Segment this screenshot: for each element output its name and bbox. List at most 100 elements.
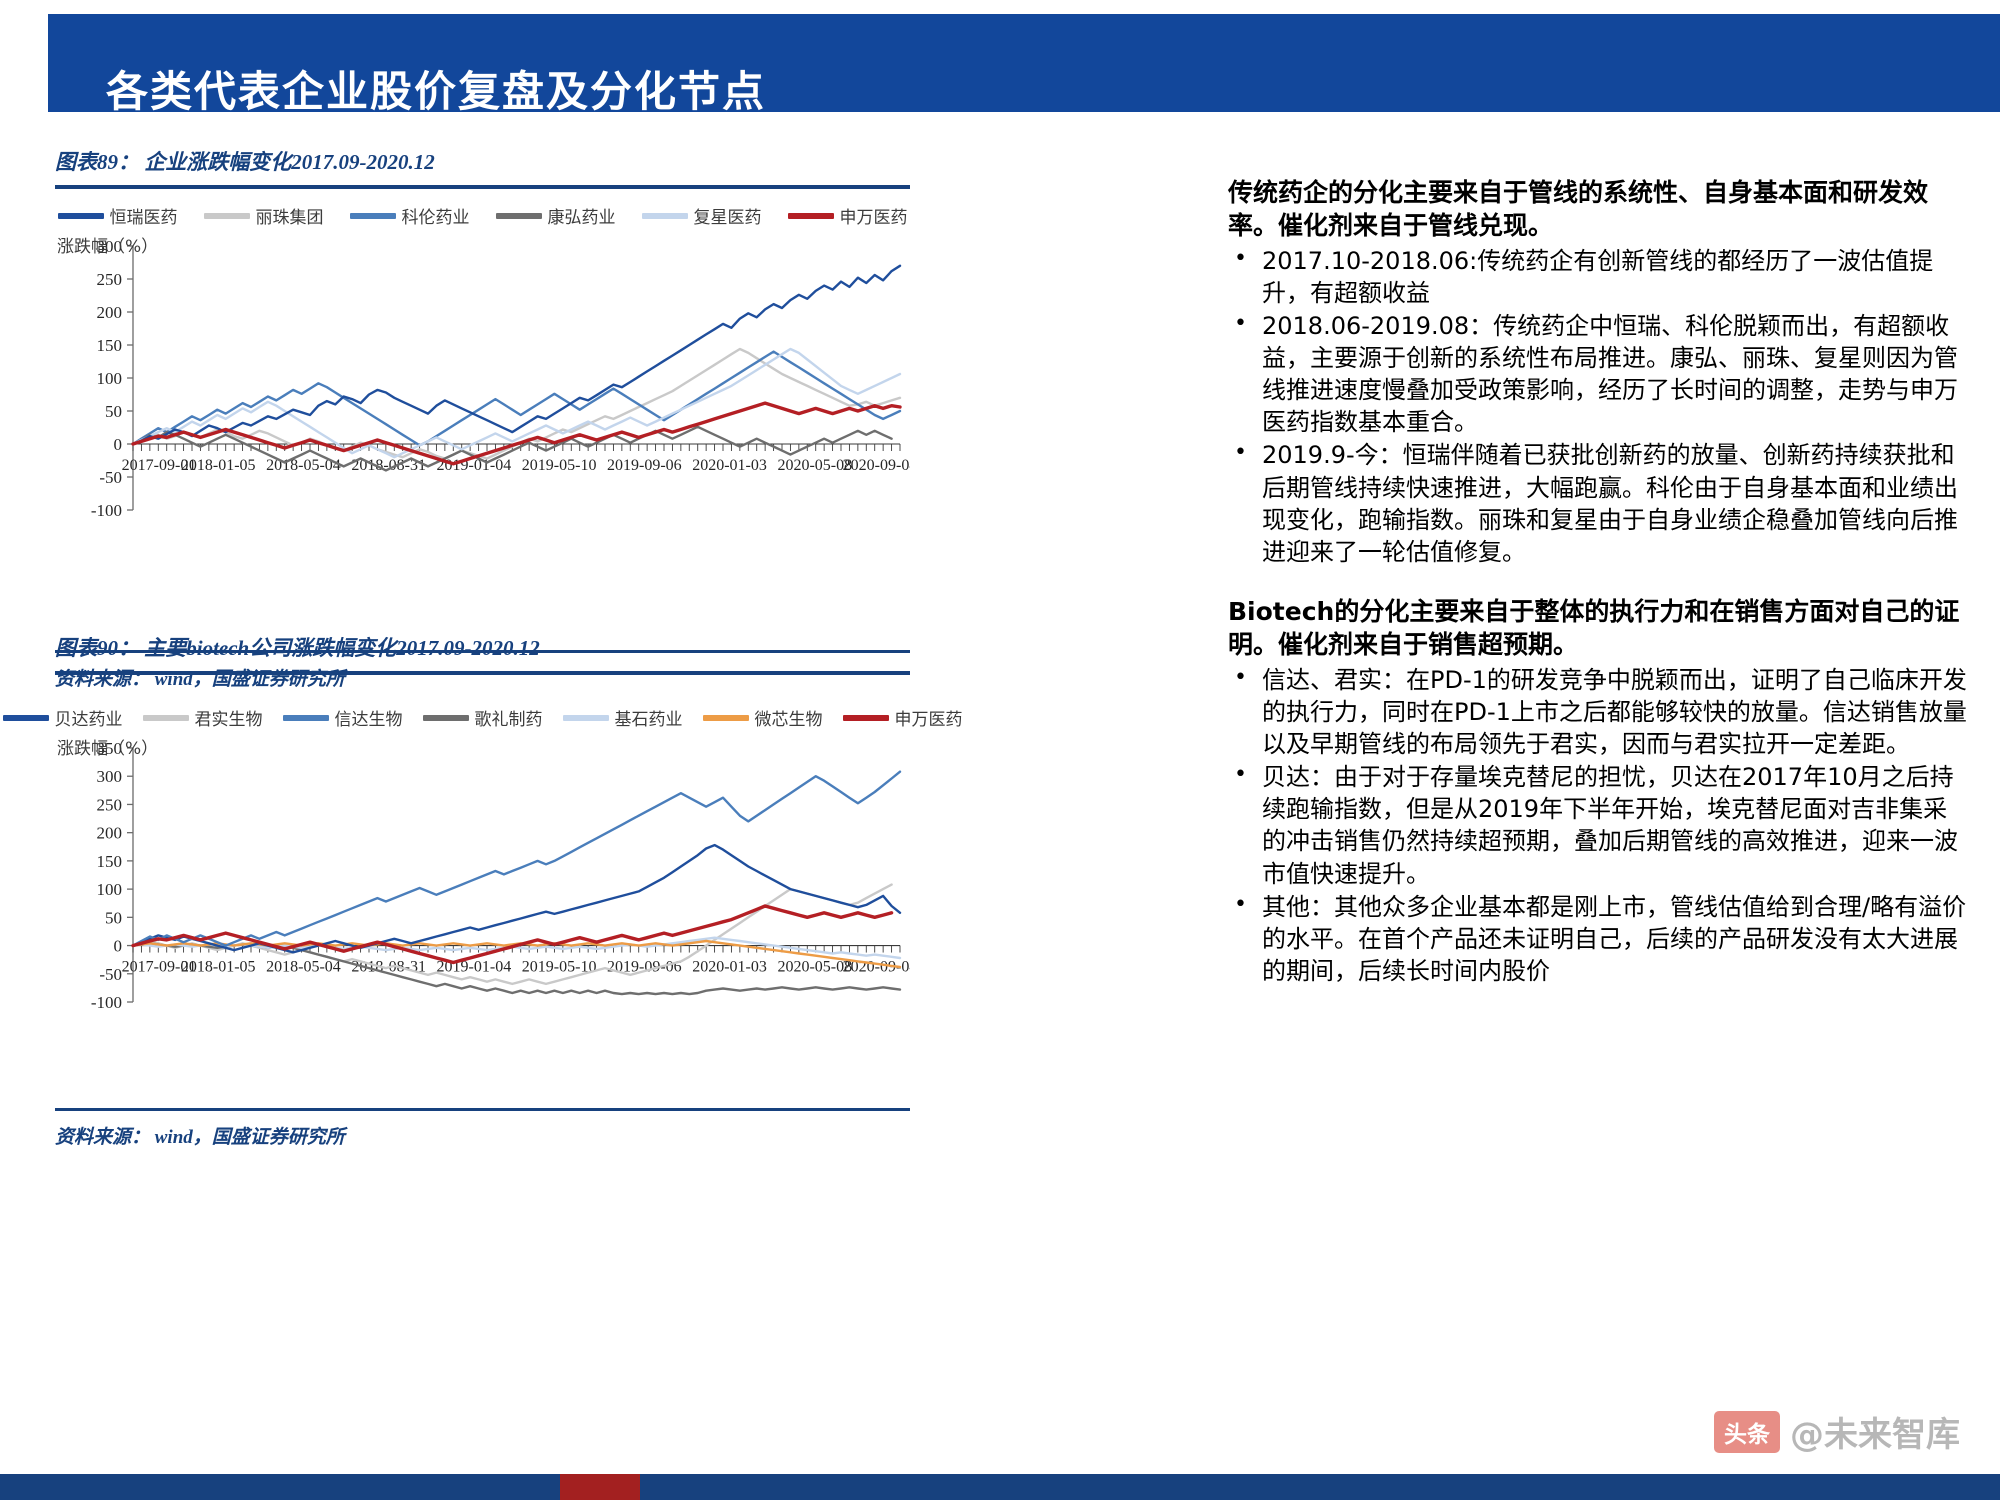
svg-text:2019-09-06: 2019-09-06: [607, 457, 682, 474]
legend-item[interactable]: 微芯生物: [702, 705, 823, 730]
legend-item[interactable]: 康弘药业: [495, 203, 616, 228]
legend-item[interactable]: 申万医药: [787, 203, 908, 228]
figure-89-bottom-rule: [55, 650, 910, 653]
list-item: • 贝达：由于对于存量埃克替尼的担忧，贝达在2017年10月之后持续跑输指数，但…: [1228, 761, 1968, 890]
figure-89-chart: 涨跌幅（%） -100 -50 0 50 100 150 200 250 300 2017-09-…: [55, 232, 910, 632]
legend-item[interactable]: 恒瑞医药: [57, 203, 178, 228]
commentary-section1-list: • 2017.10-2018.06:传统药企有创新管线的都经历了一波估值提升，有…: [1228, 245, 1968, 569]
svg-text:2019-09-06: 2019-09-06: [607, 959, 682, 976]
legend-label: 基石药业: [614, 710, 683, 730]
legend-item[interactable]: 基石药业: [562, 705, 683, 730]
legend-swatch-icon: [203, 212, 250, 219]
figure-90-source: 资料来源： wind，国盛证券研究所: [55, 1127, 345, 1148]
svg-text:-100: -100: [91, 501, 122, 520]
svg-text:2017-09-01: 2017-09-01: [122, 959, 197, 976]
legend-item[interactable]: 复星医药: [641, 203, 762, 228]
list-item: • 2019.9-今：恒瑞伴随着已获批创新药的放量、创新药持续获批和后期管线持续…: [1228, 439, 1968, 568]
legend-label: 恒瑞医药: [109, 208, 178, 228]
svg-text:2020-01-03: 2020-01-03: [692, 959, 767, 976]
legend-swatch-icon: [2, 714, 49, 721]
legend-label: 贝达药业: [54, 710, 123, 730]
legend-item[interactable]: 科伦药业: [349, 203, 470, 228]
legend-swatch-icon: [495, 212, 542, 219]
figure-89-caption: 图表89： 企业涨跌幅变化2017.09-2020.12: [55, 150, 435, 174]
legend-label: 丽珠集团: [255, 208, 324, 228]
commentary-section2-list: • 信达、君实：在PD-1的研发竞争中脱颖而出，证明了自己临床开发的执行力，同时…: [1228, 664, 1968, 988]
legend-item[interactable]: 君实生物: [142, 705, 263, 730]
legend-swatch-icon: [142, 714, 189, 721]
footer-bar-left: [0, 1474, 560, 1500]
legend-swatch-icon: [349, 212, 396, 219]
page-title: 各类代表企业股价复盘及分化节点: [106, 67, 767, 116]
figure-90-caption: 图表90： 主要biotech公司涨跌幅变化2017.09-2020.12: [55, 636, 540, 660]
list-item-text: 其他：其他众多企业基本都是刚上市，管线估值给到合理/略有溢价的水平。在首个产品还…: [1262, 892, 1967, 985]
svg-text:100: 100: [97, 369, 123, 388]
bullet-icon: •: [1234, 891, 1247, 917]
watermark: 头条 @未来智库: [1714, 1407, 1960, 1456]
bullet-icon: •: [1234, 664, 1247, 690]
svg-text:2020-05-08: 2020-05-08: [777, 959, 852, 976]
legend-swatch-icon: [787, 212, 834, 219]
svg-text:150: 150: [97, 336, 123, 355]
svg-text:100: 100: [97, 880, 123, 899]
svg-text:350: 350: [97, 739, 123, 758]
list-item: • 2018.06-2019.08：传统药企中恒瑞、科伦脱颖而出，有超额收益，主…: [1228, 310, 1968, 439]
commentary-section2-heading: Biotech的分化主要来自于整体的执行力和在销售方面对自己的证明。催化剂来自于…: [1228, 597, 1960, 660]
figure-90-plot: -100-500501001502002503003502017-09-0120…: [91, 739, 910, 1012]
figure-90-block: 图表90： 主要biotech公司涨跌幅变化2017.09-2020.12 贝达…: [2, 632, 963, 1149]
legend-label: 复星医药: [693, 208, 762, 228]
svg-text:2020-05-08: 2020-05-08: [777, 457, 852, 474]
svg-text:-50: -50: [99, 965, 122, 984]
legend-swatch-icon: [842, 714, 889, 721]
svg-text:200: 200: [97, 824, 123, 843]
svg-text:2019-05-10: 2019-05-10: [522, 959, 597, 976]
legend-swatch-icon: [562, 714, 609, 721]
legend-label: 康弘药业: [547, 208, 616, 228]
list-item-text: 2019.9-今：恒瑞伴随着已获批创新药的放量、创新药持续获批和后期管线持续快速…: [1262, 441, 1958, 566]
legend-item[interactable]: 歌礼制药: [422, 705, 543, 730]
legend-label: 君实生物: [194, 710, 263, 730]
svg-text:2019-01-04: 2019-01-04: [437, 457, 512, 474]
commentary-panel: 传统药企的分化主要来自于管线的系统性、自身基本面和研发效率。催化剂来自于管线兑现…: [1228, 176, 1968, 988]
footer-bar-accent: [560, 1474, 640, 1500]
list-item-text: 2018.06-2019.08：传统药企中恒瑞、科伦脱颖而出，有超额收益，主要源…: [1262, 311, 1958, 437]
legend-swatch-icon: [57, 212, 104, 219]
commentary-divider: [1228, 569, 1968, 595]
legend-swatch-icon: [702, 714, 749, 721]
figure-89-legend: 恒瑞医药 丽珠集团 科伦药业 康弘药业 复星医药 申万医药: [55, 203, 910, 228]
legend-label: 申万医药: [839, 208, 908, 228]
legend-label: 科伦药业: [401, 208, 470, 228]
svg-text:2018-01-05: 2018-01-05: [181, 959, 256, 976]
figure-89-y-unit: 涨跌幅（%）: [57, 237, 159, 257]
bullet-icon: •: [1234, 245, 1247, 271]
figure-89-plot: -100 -50 0 50 100 150 200 250 300 2017-09-012018-…: [91, 237, 910, 520]
svg-text:2017-09-01: 2017-09-01: [122, 457, 197, 474]
charts-column: 图表89： 企业涨跌幅变化2017.09-2020.12 恒瑞医药 丽珠集团 科…: [0, 112, 963, 1442]
list-item: • 2017.10-2018.06:传统药企有创新管线的都经历了一波估值提升，有…: [1228, 245, 1968, 309]
watermark-text: @未来智库: [1790, 1415, 1960, 1455]
legend-item[interactable]: 信达生物: [282, 705, 403, 730]
legend-label: 歌礼制药: [474, 710, 543, 730]
svg-text:50: 50: [105, 402, 122, 421]
figure-89-top-rule: [55, 185, 910, 189]
svg-text:0: 0: [114, 937, 123, 956]
svg-text:50: 50: [105, 908, 122, 927]
svg-text:300: 300: [97, 767, 123, 786]
svg-text:2018-01-05: 2018-01-05: [181, 457, 256, 474]
figure-90-top-rule: [55, 671, 910, 675]
svg-text:2020-09-04: 2020-09-04: [843, 457, 910, 474]
svg-text:2019-05-10: 2019-05-10: [522, 457, 597, 474]
figure-90-legend: 贝达药业 君实生物 信达生物 歌礼制药 基石药业 微芯生物: [2, 705, 963, 730]
legend-item[interactable]: 丽珠集团: [203, 203, 324, 228]
svg-text:250: 250: [97, 270, 123, 289]
page-header: 各类代表企业股价复盘及分化节点: [48, 14, 2000, 116]
svg-text:-100: -100: [91, 993, 122, 1012]
figure-90-y-unit: 涨跌幅（%）: [57, 739, 159, 759]
legend-item[interactable]: 申万医药: [842, 705, 963, 730]
legend-item[interactable]: 贝达药业: [2, 705, 123, 730]
legend-label: 信达生物: [334, 710, 403, 730]
figure-89-block: 图表89： 企业涨跌幅变化2017.09-2020.12 恒瑞医药 丽珠集团 科…: [55, 146, 910, 691]
bullet-icon: •: [1234, 440, 1247, 466]
bullet-icon: •: [1234, 310, 1247, 336]
legend-swatch-icon: [422, 714, 469, 721]
